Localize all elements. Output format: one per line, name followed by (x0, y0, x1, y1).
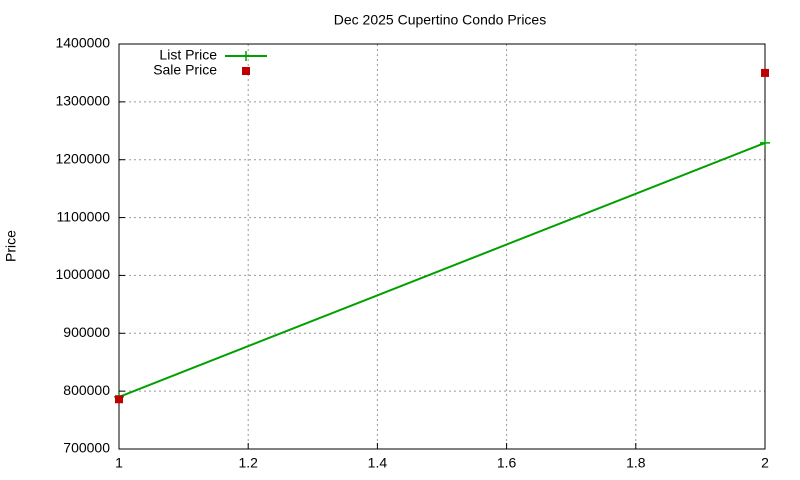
x-tick-label: 1.6 (497, 455, 517, 471)
legend-label: Sale Price (153, 62, 217, 78)
y-tick-label: 800000 (63, 382, 110, 398)
marker (761, 68, 769, 77)
y-axis-label: Price (3, 230, 19, 262)
y-tick-label: 1300000 (55, 93, 110, 109)
x-tick-label: 1.8 (626, 455, 646, 471)
x-tick-label: 2 (761, 455, 769, 471)
marker (760, 137, 770, 148)
x-tick-label: 1.2 (238, 455, 258, 471)
y-tick-label: 700000 (63, 440, 110, 456)
x-tick-label: 1.4 (368, 455, 388, 471)
plot-border (118, 43, 766, 450)
marker (241, 51, 251, 61)
y-tick-label: 900000 (63, 324, 110, 340)
y-tick-label: 1100000 (57, 208, 111, 224)
legend-label: List Price (159, 47, 217, 63)
chart-title: Dec 2025 Cupertino Condo Prices (334, 12, 546, 28)
y-tick-label: 1400000 (55, 35, 110, 51)
y-tick-label: 1000000 (55, 266, 110, 282)
line (118, 142, 766, 398)
y-tick-label: 1200000 (55, 150, 110, 166)
x-tick-label: 1 (115, 455, 123, 471)
marker (242, 67, 250, 75)
marker (115, 395, 123, 404)
